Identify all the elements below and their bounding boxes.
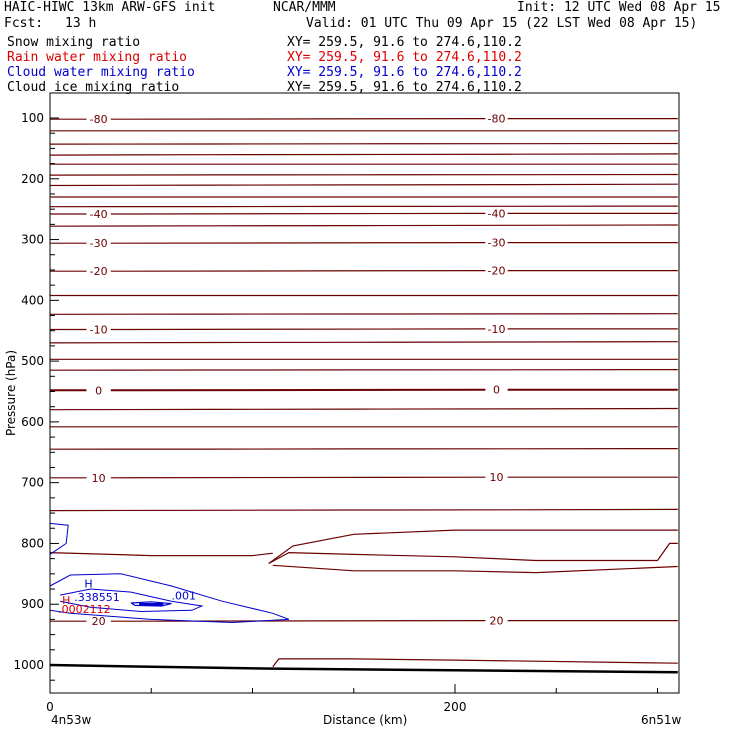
isotherm-line	[49, 183, 678, 187]
header-org: NCAR/MMM	[273, 0, 336, 15]
x-left-endpoint: 4n53w	[51, 713, 92, 727]
y-tick-label: 600	[21, 415, 44, 429]
isotherm-label: 10	[490, 471, 504, 484]
rain-water-label: H	[62, 594, 70, 607]
isotherm-label: -30	[90, 237, 108, 250]
isotherm-line	[49, 173, 678, 176]
plot-frame	[49, 92, 680, 694]
isotherm-line	[110, 270, 486, 272]
isotherm-label: -20	[488, 265, 506, 278]
isotherm-line	[268, 542, 678, 565]
contour-labels: -80 -80 -40 -40 -30 -30 -20 -20 -10 -10 0 0 10 10 20 20…	[58, 113, 505, 629]
x-tick-label: 0	[46, 700, 54, 714]
isotherm-line	[110, 328, 486, 331]
isotherm-label: -40	[488, 207, 506, 220]
plot-border	[49, 92, 680, 694]
isotherm-line	[49, 205, 678, 208]
isotherm-line	[272, 564, 678, 574]
isotherm-label: -10	[90, 324, 108, 337]
isotherm-line	[49, 153, 678, 156]
field-xy-cloud-water: XY= 259.5, 91.6 to 274.6,110.2	[287, 65, 522, 80]
isotherm-line	[272, 658, 678, 668]
isotherm-label: 20	[490, 615, 504, 628]
isotherm-line	[49, 448, 678, 450]
isotherm-line	[110, 388, 486, 392]
header-fcst-value: 13 h	[65, 16, 97, 31]
isotherm-label: 20	[92, 615, 106, 628]
isotherm-label: -30	[488, 237, 506, 250]
isotherm-line	[49, 369, 678, 371]
field-name-cloud-ice: Cloud ice mixing ratio	[7, 80, 180, 95]
isotherm-line	[110, 212, 486, 215]
x-axis-label: Distance (km)	[323, 713, 408, 727]
isotherm-line	[268, 529, 678, 564]
field-name-snow: Snow mixing ratio	[7, 35, 141, 50]
y-tick-label: 300	[21, 233, 44, 247]
y-tick-label: 800	[21, 536, 44, 550]
cloud-water-label: H	[84, 578, 92, 591]
field-xy-rain: XY= 259.5, 91.6 to 274.6,110.2	[287, 50, 522, 65]
contour-layer	[49, 117, 678, 674]
x-tick-label: 200	[444, 700, 467, 714]
x-right-endpoint: 6n51w	[641, 713, 682, 727]
y-tick-label: 500	[21, 354, 44, 368]
surface-line	[49, 663, 678, 674]
isotherm-label: 0	[95, 384, 102, 397]
cloud-water-contour	[60, 588, 204, 613]
isotherm-line	[110, 476, 486, 479]
isotherm-line	[49, 407, 678, 411]
isotherm-label: 10	[92, 472, 106, 485]
isotherm-label: -20	[90, 265, 108, 278]
isotherm-label: -80	[488, 113, 506, 126]
field-xy-cloud-ice: XY= 259.5, 91.6 to 274.6,110.2	[287, 80, 522, 95]
header-fcst-label: Fcst:	[4, 16, 44, 31]
isotherm-line	[110, 117, 486, 120]
header-init: Init: 12 UTC Wed 08 Apr 15	[517, 0, 721, 15]
rain-water-label: .0002112	[58, 603, 111, 616]
isotherm-line	[49, 313, 678, 315]
isotherm-line	[49, 224, 678, 227]
y-tick-label: 400	[21, 293, 44, 307]
y-tick-label: 100	[21, 111, 44, 125]
field-name-cloud-water: Cloud water mixing ratio	[7, 65, 195, 80]
isotherm-line	[49, 142, 678, 145]
y-tick-label: 1000	[13, 658, 44, 672]
y-tick-label: 700	[21, 476, 44, 490]
header-valid: Valid: 01 UTC Thu 09 Apr 15 (22 LST Wed …	[306, 16, 698, 31]
field-xy-snow: XY= 259.5, 91.6 to 274.6,110.2	[287, 35, 522, 50]
y-tick-label: 200	[21, 172, 44, 186]
y-tick-label: 900	[21, 597, 44, 611]
isotherm-label: 0	[493, 384, 500, 397]
isotherm-label: -80	[90, 113, 108, 126]
cloud-water-label: .001	[172, 590, 197, 603]
isotherm-line	[49, 508, 678, 512]
isotherm-label: -10	[488, 323, 506, 336]
cloud-water-label: .338551	[74, 591, 120, 604]
cloud-water-contour	[49, 522, 69, 555]
isotherm-label: -40	[90, 208, 108, 221]
y-axis-label: Pressure (hPa)	[4, 350, 18, 436]
field-name-rain: Rain water mixing ratio	[7, 50, 188, 65]
cloud-water-contour	[49, 573, 290, 624]
isotherm-line	[49, 552, 273, 557]
isotherm-line	[110, 619, 486, 622]
isotherm-line	[49, 341, 678, 344]
header-title: HAIC-HIWC 13km ARW-GFS init	[4, 0, 216, 15]
isotherm-line	[110, 242, 486, 244]
cloud-water-contour	[130, 601, 172, 607]
